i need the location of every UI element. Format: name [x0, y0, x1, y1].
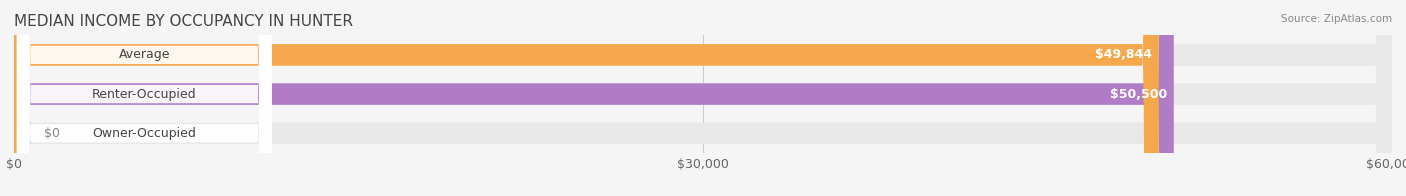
FancyBboxPatch shape	[14, 0, 1392, 196]
Text: $49,844: $49,844	[1095, 48, 1152, 61]
FancyBboxPatch shape	[14, 0, 1159, 196]
Text: Renter-Occupied: Renter-Occupied	[91, 88, 197, 101]
FancyBboxPatch shape	[14, 0, 1392, 196]
Text: MEDIAN INCOME BY OCCUPANCY IN HUNTER: MEDIAN INCOME BY OCCUPANCY IN HUNTER	[14, 14, 353, 29]
FancyBboxPatch shape	[14, 0, 1392, 196]
FancyBboxPatch shape	[17, 0, 271, 196]
FancyBboxPatch shape	[11, 0, 31, 196]
Text: Average: Average	[118, 48, 170, 61]
Text: Owner-Occupied: Owner-Occupied	[93, 127, 197, 140]
Text: $50,500: $50,500	[1109, 88, 1167, 101]
FancyBboxPatch shape	[17, 0, 271, 196]
Text: Source: ZipAtlas.com: Source: ZipAtlas.com	[1281, 14, 1392, 24]
Text: $0: $0	[45, 127, 60, 140]
FancyBboxPatch shape	[14, 0, 1174, 196]
FancyBboxPatch shape	[17, 0, 271, 196]
